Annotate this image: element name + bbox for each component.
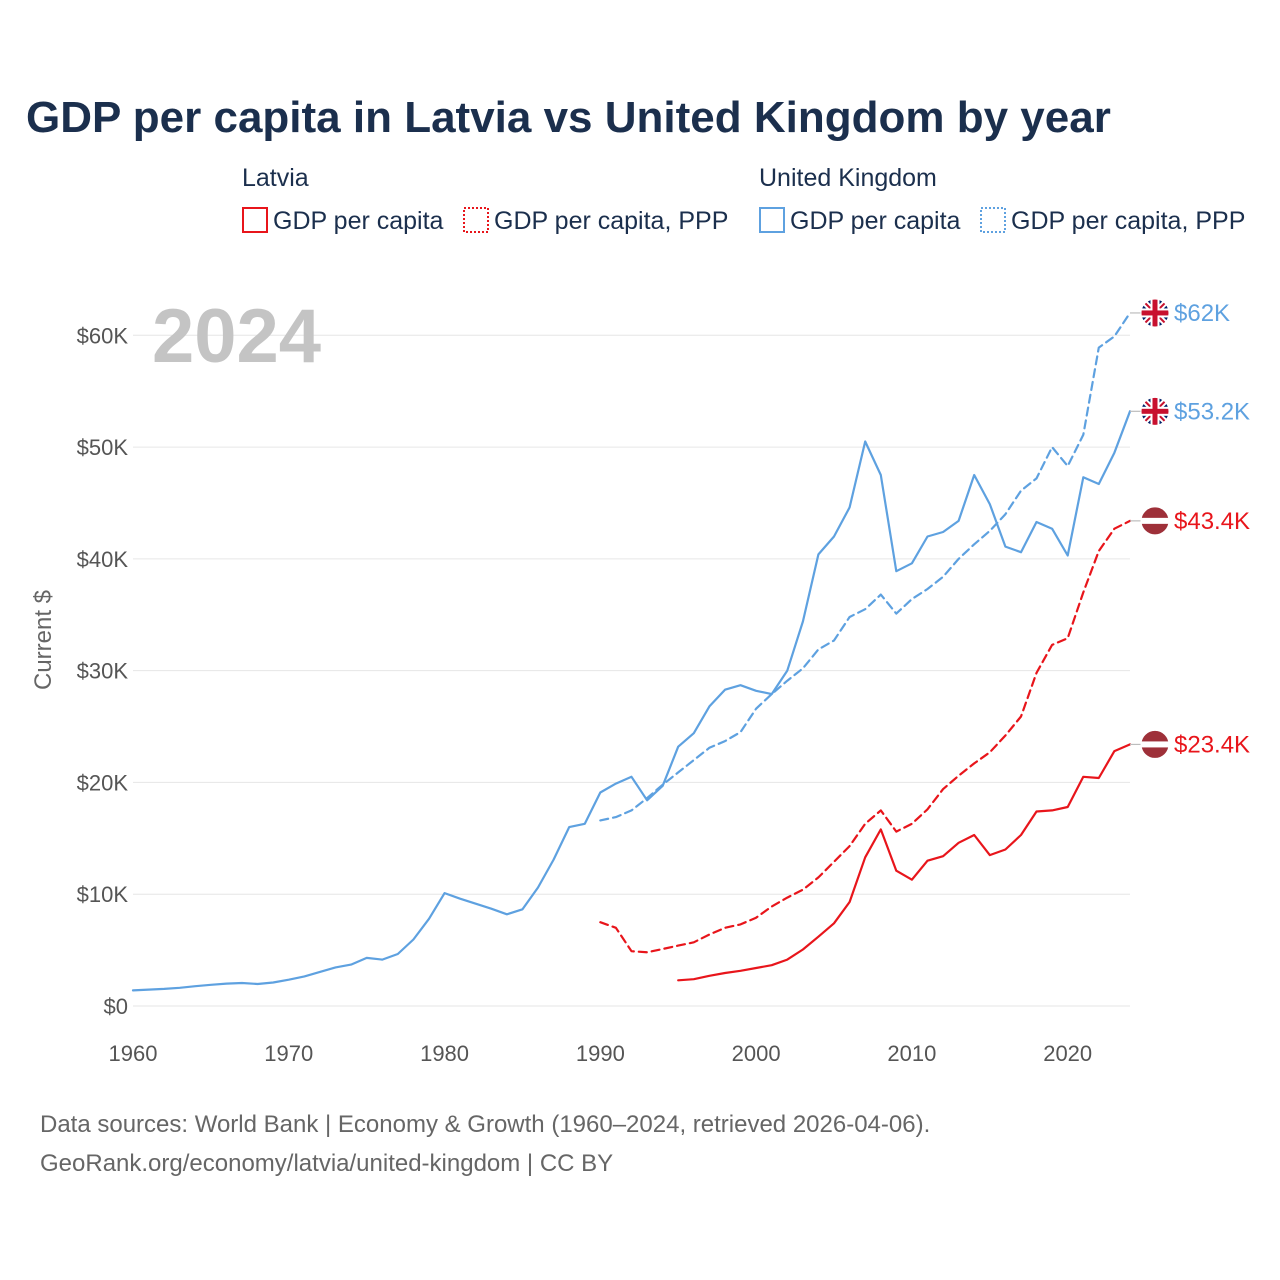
- y-tick-label: $40K: [77, 547, 129, 572]
- source-line-1: Data sources: World Bank | Economy & Gro…: [40, 1111, 930, 1138]
- latvia-flag-icon: [1140, 506, 1170, 536]
- gridlines: [133, 334, 1130, 1007]
- y-tick-label: $10K: [77, 882, 129, 907]
- legend-swatch-latvia-gdp: [242, 207, 268, 233]
- legend: Latvia GDP per capita GDP per capita, PP…: [242, 164, 1245, 235]
- legend-group-latvia: Latvia: [242, 164, 309, 192]
- series-line-uk-gdp: [131, 410, 1132, 992]
- chart-title: GDP per capita in Latvia vs United Kingd…: [26, 93, 1111, 142]
- end-label-lv-ppp: $43.4K: [1174, 508, 1250, 535]
- y-tick-label: $0: [104, 994, 128, 1019]
- source-line-2: GeoRank.org/economy/latvia/united-kingdo…: [40, 1150, 613, 1177]
- legend-item-uk-ppp: GDP per capita, PPP: [1011, 207, 1245, 235]
- x-tick-label: 2020: [1043, 1041, 1092, 1066]
- legend-swatch-uk-gdp: [759, 207, 785, 233]
- y-axis-label: Current $: [30, 590, 57, 690]
- flag-ring: [1140, 729, 1170, 759]
- x-tick-label: 2000: [732, 1041, 781, 1066]
- flag-ring: [1140, 396, 1170, 426]
- legend-item-uk-gdp: GDP per capita: [790, 207, 961, 235]
- y-tick-label: $30K: [77, 659, 129, 684]
- end-label-lv-gdp: $23.4K: [1174, 731, 1250, 758]
- end-label-uk-gdp: $53.2K: [1174, 398, 1250, 425]
- x-tick-label: 1970: [264, 1041, 313, 1066]
- y-tick-label: $50K: [77, 435, 129, 460]
- legend-item-latvia-gdp: GDP per capita: [273, 207, 444, 235]
- y-tick-label: $60K: [77, 323, 129, 348]
- series-lines: [131, 311, 1132, 992]
- x-tick-label: 1980: [420, 1041, 469, 1066]
- legend-swatch-uk-ppp: [980, 207, 1006, 233]
- series-line-lv-gdp: [677, 743, 1132, 982]
- x-axis-ticks: 1960 1970 1980 1990 2000 2010 2020: [109, 1041, 1093, 1066]
- legend-swatch-latvia-ppp: [463, 207, 489, 233]
- y-axis-ticks: $0 $10K $20K $30K $40K $50K $60K: [77, 323, 129, 1019]
- latvia-flag-icon: [1140, 729, 1170, 759]
- x-tick-label: 2010: [887, 1041, 936, 1066]
- x-tick-label: 1960: [109, 1041, 158, 1066]
- flag-ring: [1140, 298, 1170, 328]
- legend-item-latvia-ppp: GDP per capita, PPP: [494, 207, 728, 235]
- x-tick-label: 1990: [576, 1041, 625, 1066]
- uk-flag-icon: [1140, 396, 1170, 426]
- legend-group-uk: United Kingdom: [759, 164, 937, 192]
- end-labels: $23.4K $43.4K $53.2K $62K: [1130, 298, 1250, 759]
- end-label-uk-ppp: $62K: [1174, 300, 1230, 327]
- series-line-uk-ppp: [599, 311, 1132, 822]
- year-label: 2024: [152, 294, 321, 379]
- series-line-lv-ppp: [599, 519, 1132, 954]
- y-tick-label: $20K: [77, 770, 129, 795]
- uk-flag-icon: [1140, 298, 1170, 328]
- flag-ring: [1140, 506, 1170, 536]
